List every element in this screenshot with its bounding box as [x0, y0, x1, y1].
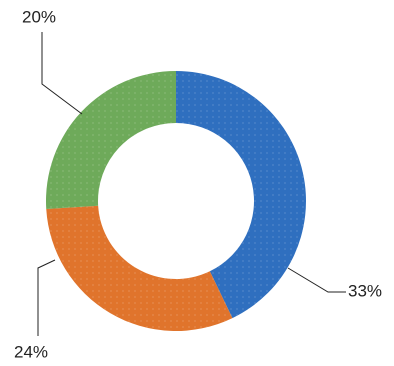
- leader-line: [287, 267, 346, 293]
- value-label: 33%: [348, 281, 382, 300]
- slice-texture: [46, 205, 233, 331]
- slice-texture: [176, 71, 306, 319]
- value-label: 24%: [14, 342, 48, 361]
- leader-line: [41, 32, 83, 115]
- value-label: 20%: [22, 7, 56, 26]
- leader-line: [37, 259, 56, 336]
- slice-texture: [45, 71, 176, 209]
